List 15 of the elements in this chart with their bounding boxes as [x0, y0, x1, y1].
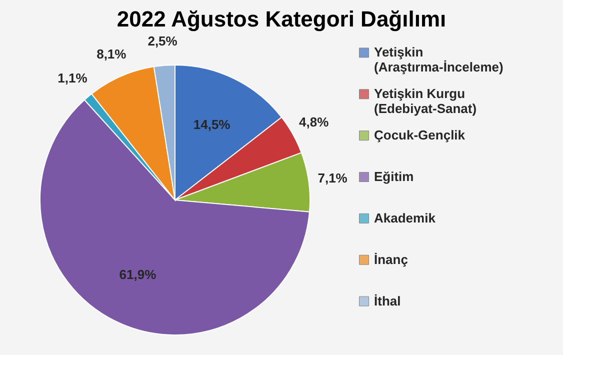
data-label: 61,9% — [119, 266, 157, 282]
legend-label: İnanç — [374, 252, 408, 267]
data-label: 8,1% — [96, 46, 127, 62]
data-label: 4,8% — [299, 114, 330, 130]
legend-label: Akademik — [374, 210, 436, 226]
data-label: 1,1% — [58, 70, 88, 86]
legend-label: Çocuk-Gençlik — [374, 128, 466, 143]
legend-label: Yetişkin (Araştırma-İnceleme) — [374, 44, 504, 75]
chart-title: 2022 Ağustos Kategori Dağılımı — [116, 6, 446, 32]
legend-label: Eğitim — [374, 169, 414, 184]
data-label: 7,1% — [318, 170, 348, 186]
legend-label: Yetişkin Kurgu (Edebiyat-Sanat) — [374, 86, 477, 116]
legend-label: İthal — [374, 293, 401, 308]
data-label: 14,5% — [193, 116, 231, 132]
data-label: 2,5% — [148, 33, 178, 48]
